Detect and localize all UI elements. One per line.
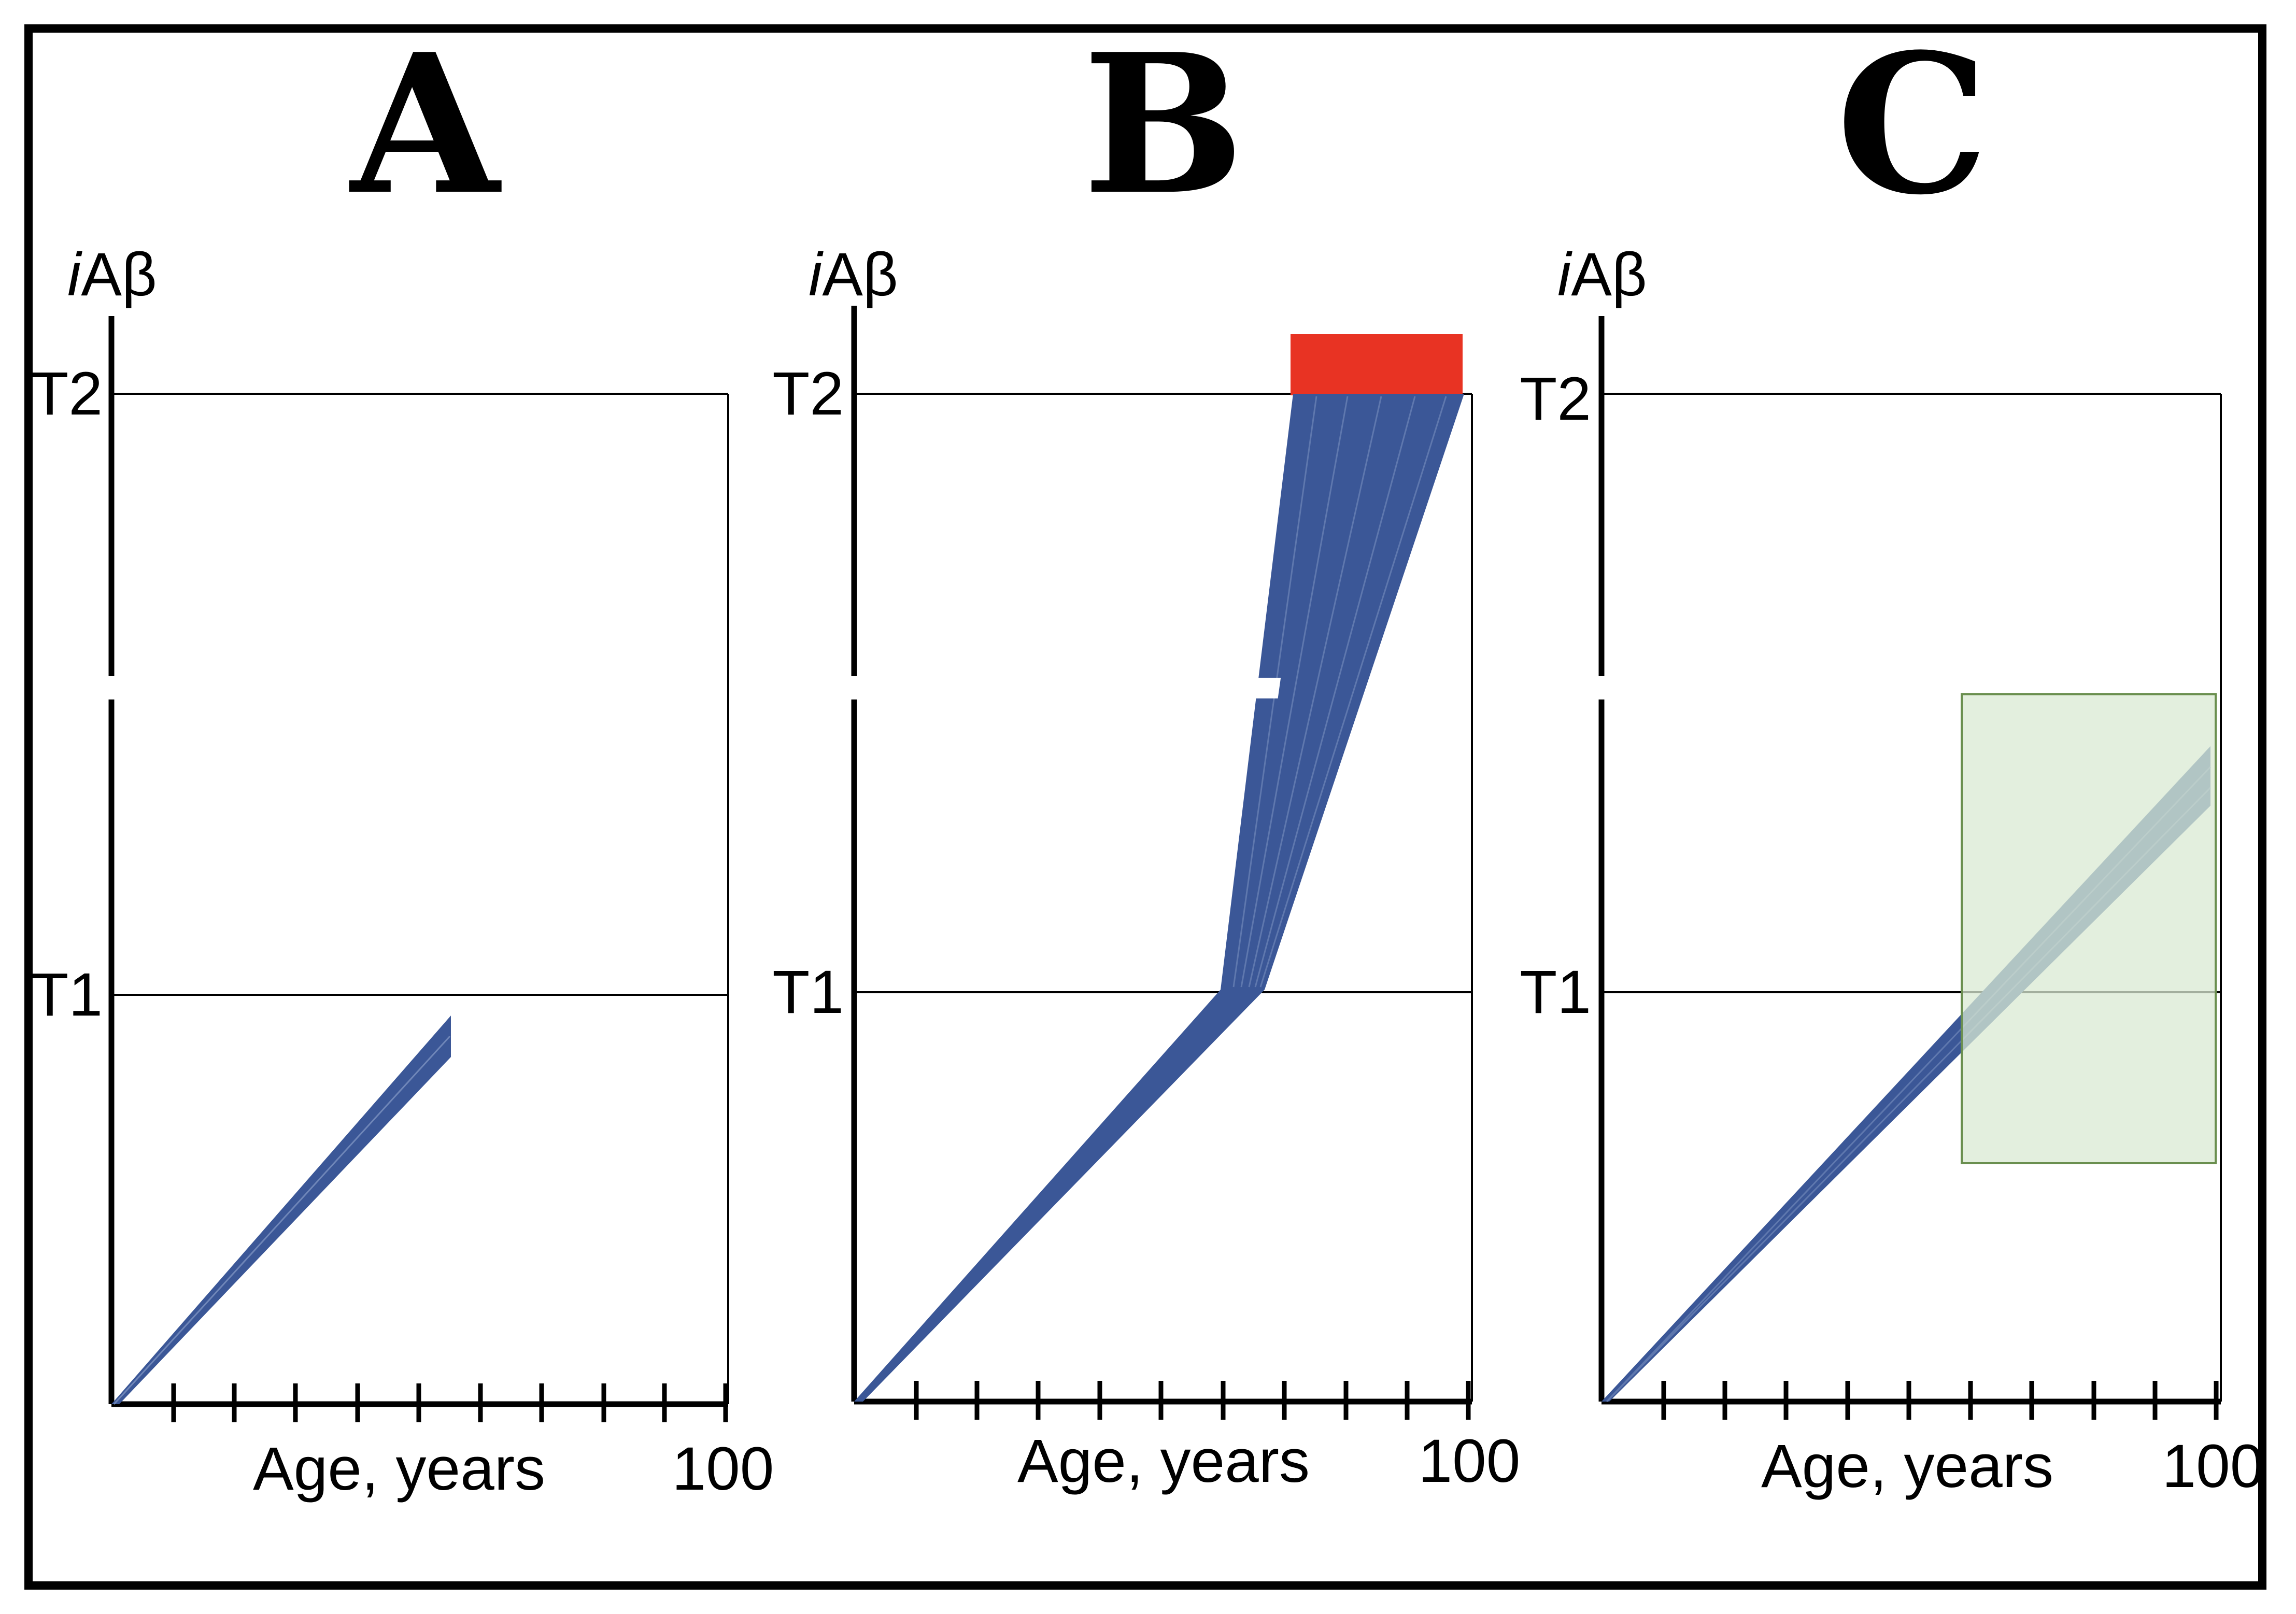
- axis-break-gap-b: [1143, 678, 1281, 698]
- x-axis-label-a: Age, years: [253, 1435, 545, 1503]
- panel-letter-b: B: [1083, 12, 1245, 237]
- t1-label-b: T1: [772, 958, 844, 1026]
- x-max-label-c: 100: [2162, 1432, 2264, 1501]
- x-ticks-b: [914, 1381, 1471, 1420]
- y-axis-label-a-italic: i: [67, 240, 82, 309]
- y-axis-label-b-italic: i: [809, 240, 824, 309]
- t2-label-a: T2: [31, 360, 103, 428]
- t2-label-b: T2: [772, 360, 844, 428]
- figure-frame: [24, 24, 2266, 1590]
- fan-line-b-4: [1254, 396, 1416, 988]
- y-axis-label-c-italic: i: [1557, 240, 1572, 309]
- t2-label-c: T2: [1520, 365, 1591, 433]
- x-axis-label-b: Age, years: [1017, 1427, 1310, 1495]
- y-axis-label-a: iAβ: [67, 240, 157, 309]
- y-axis-label-b: iAβ: [809, 240, 898, 309]
- x-ticks-a: [171, 1383, 728, 1422]
- red-marker-b: [1291, 334, 1463, 395]
- t1-label-a: T1: [31, 961, 103, 1029]
- x-axis-label-c: Age, years: [1761, 1432, 2053, 1501]
- panel-b: B iAβ T2 T1 Age, years 100: [772, 12, 1520, 1495]
- panel-a: A iAβ T2 T1 Age, years 100: [31, 12, 774, 1503]
- panel-c: C iAβ T2 T1 Age, years 100: [1520, 12, 2264, 1501]
- trajectory-fan-b-lower: [854, 990, 1265, 1402]
- trajectory-edge-a: [113, 1035, 451, 1405]
- fan-line-b-2: [1240, 396, 1349, 988]
- panel-letter-a: A: [348, 12, 504, 237]
- axis-break-gap-a: [104, 678, 119, 698]
- green-window-c: [1961, 693, 2217, 1164]
- axis-break-gap-c: [1594, 678, 1609, 698]
- fan-line-b-3: [1248, 396, 1382, 988]
- fan-lines-b: [1232, 396, 1447, 988]
- y-axis-label-c: iAβ: [1557, 240, 1647, 309]
- trajectory-fan-a: [111, 1016, 451, 1404]
- y-axis-label-b-rest: Aβ: [822, 240, 898, 309]
- t1-label-c: T1: [1520, 958, 1591, 1026]
- y-axis-label-a-rest: Aβ: [81, 240, 157, 309]
- fan-line-b-5: [1259, 396, 1447, 988]
- panel-letter-c: C: [1836, 12, 1989, 237]
- x-ticks-c: [1661, 1381, 2219, 1420]
- y-axis-label-c-rest: Aβ: [1571, 240, 1647, 309]
- x-max-label-b: 100: [1419, 1427, 1521, 1495]
- x-max-label-a: 100: [672, 1435, 774, 1503]
